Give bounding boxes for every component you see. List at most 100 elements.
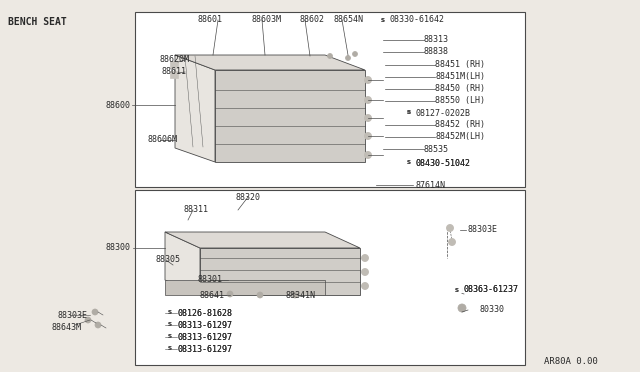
Text: 08313-61297: 08313-61297 — [177, 333, 232, 341]
Circle shape — [365, 77, 371, 83]
Text: 88838: 88838 — [424, 48, 449, 57]
Circle shape — [365, 151, 371, 158]
Text: 08430-51042: 08430-51042 — [416, 158, 471, 167]
Text: S: S — [168, 334, 172, 340]
Circle shape — [458, 304, 466, 312]
Polygon shape — [200, 248, 360, 295]
Text: S: S — [168, 311, 172, 315]
Text: 88305: 88305 — [155, 256, 180, 264]
Circle shape — [378, 15, 388, 25]
Text: S: S — [407, 160, 411, 166]
Text: S: S — [381, 17, 385, 22]
Text: 88311: 88311 — [183, 205, 208, 215]
Text: 88620M: 88620M — [159, 55, 189, 64]
Text: 08127-0202B: 08127-0202B — [416, 109, 471, 118]
Text: 80330: 80330 — [480, 305, 505, 314]
Text: B: B — [407, 110, 411, 115]
Text: 88603M: 88603M — [252, 16, 282, 25]
Circle shape — [95, 322, 101, 328]
Circle shape — [165, 344, 175, 354]
Text: 08313-61297: 08313-61297 — [177, 333, 232, 341]
Circle shape — [362, 269, 369, 276]
Text: 08363-61237: 08363-61237 — [464, 285, 519, 295]
Text: S: S — [381, 17, 385, 22]
Polygon shape — [165, 232, 200, 295]
Text: S: S — [168, 346, 172, 352]
Text: 88606M: 88606M — [148, 135, 178, 144]
Circle shape — [165, 320, 175, 330]
Circle shape — [92, 309, 98, 315]
Circle shape — [165, 344, 175, 354]
Circle shape — [404, 158, 414, 168]
Text: 88535: 88535 — [424, 144, 449, 154]
Circle shape — [227, 291, 233, 297]
Text: 08330-61642: 08330-61642 — [390, 16, 445, 25]
Text: 08126-81628: 08126-81628 — [177, 308, 232, 317]
Text: S: S — [168, 323, 172, 327]
Text: 87614N: 87614N — [415, 180, 445, 189]
Text: 88450 (RH): 88450 (RH) — [435, 84, 485, 93]
Text: BENCH SEAT: BENCH SEAT — [8, 17, 67, 27]
Polygon shape — [165, 232, 360, 248]
Circle shape — [452, 285, 462, 295]
Text: AR80A 0.00: AR80A 0.00 — [544, 357, 598, 366]
Bar — [135, 190, 525, 365]
Text: 08313-61297: 08313-61297 — [177, 344, 232, 353]
Text: 08126-81628: 08126-81628 — [177, 308, 232, 317]
Circle shape — [447, 224, 454, 231]
Text: 88641: 88641 — [200, 291, 225, 299]
Polygon shape — [165, 280, 325, 295]
Polygon shape — [215, 70, 365, 162]
Circle shape — [85, 317, 91, 323]
Text: 88451 (RH): 88451 (RH) — [435, 61, 485, 70]
Text: 88643M: 88643M — [52, 324, 82, 333]
Text: S: S — [455, 288, 459, 292]
Circle shape — [165, 320, 175, 330]
Text: 88452 (RH): 88452 (RH) — [435, 121, 485, 129]
Circle shape — [346, 55, 351, 61]
Circle shape — [362, 254, 369, 262]
Circle shape — [404, 108, 414, 118]
Text: 88303E: 88303E — [468, 225, 498, 234]
Circle shape — [404, 108, 414, 118]
Circle shape — [328, 54, 333, 58]
Text: 88654N: 88654N — [333, 16, 363, 25]
Text: 88320: 88320 — [235, 192, 260, 202]
Circle shape — [165, 332, 175, 342]
Circle shape — [404, 158, 414, 168]
Text: 88313: 88313 — [424, 35, 449, 45]
Circle shape — [362, 282, 369, 289]
Text: 88601: 88601 — [198, 16, 223, 25]
Circle shape — [257, 292, 263, 298]
Text: 88303E: 88303E — [57, 311, 87, 320]
Bar — [170, 61, 178, 68]
Circle shape — [365, 115, 371, 122]
Circle shape — [378, 15, 388, 25]
Text: S: S — [407, 110, 411, 115]
Text: 08430-51042: 08430-51042 — [416, 158, 471, 167]
Text: 88550 (LH): 88550 (LH) — [435, 96, 485, 106]
Circle shape — [454, 286, 462, 294]
Text: S: S — [168, 311, 172, 315]
Text: 88602: 88602 — [300, 16, 325, 25]
Text: 88301: 88301 — [198, 276, 223, 285]
Text: S: S — [168, 346, 172, 352]
Circle shape — [365, 132, 371, 140]
Text: 88611: 88611 — [162, 67, 187, 77]
Bar — [135, 12, 525, 187]
Polygon shape — [175, 55, 215, 162]
Text: S: S — [168, 334, 172, 340]
Polygon shape — [175, 55, 365, 70]
Text: 08363-61237: 08363-61237 — [464, 285, 519, 295]
Circle shape — [165, 308, 175, 318]
Text: 88600: 88600 — [105, 100, 130, 109]
Text: S: S — [407, 160, 411, 166]
Text: 88451M(LH): 88451M(LH) — [435, 73, 485, 81]
Circle shape — [452, 285, 462, 295]
Bar — [170, 71, 178, 78]
Circle shape — [449, 238, 456, 246]
Text: 08313-61297: 08313-61297 — [177, 321, 232, 330]
Text: 88452M(LH): 88452M(LH) — [435, 132, 485, 141]
Circle shape — [365, 96, 371, 103]
Circle shape — [353, 51, 358, 57]
